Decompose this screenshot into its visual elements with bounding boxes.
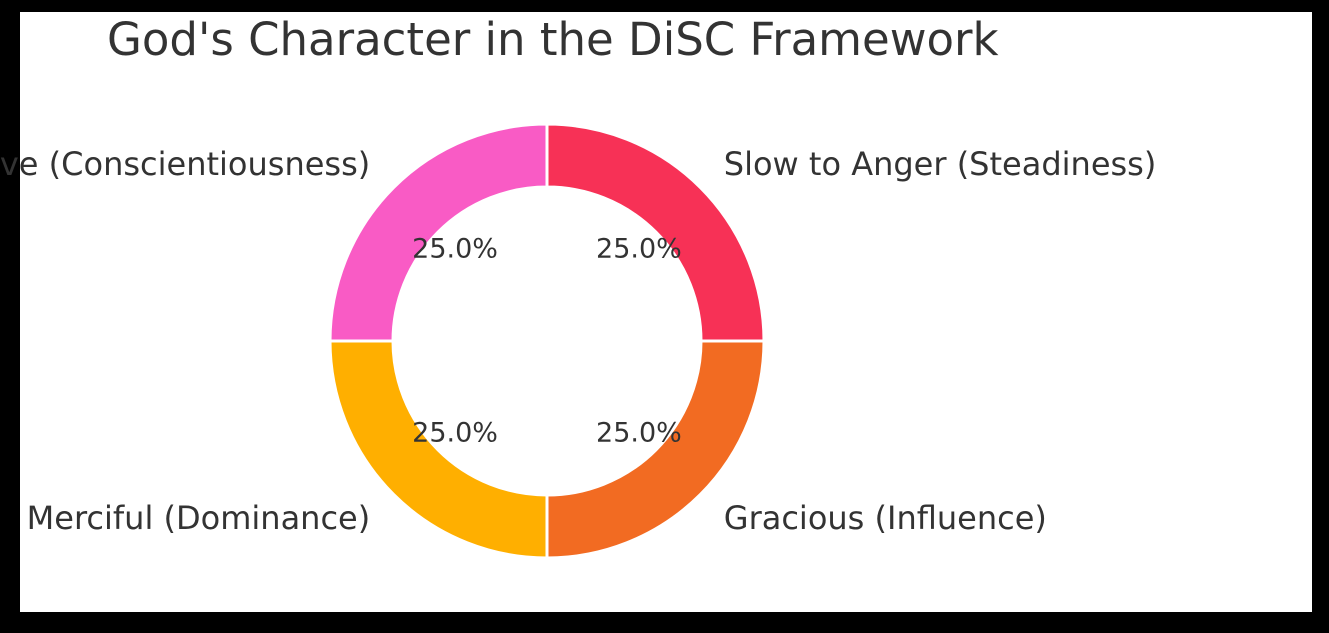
slices-group <box>328 122 766 560</box>
donut-slice <box>545 122 766 343</box>
slice-percent-label: 25.0% <box>596 417 682 448</box>
chart-title: God's Character in the DiSC Framework <box>107 13 999 66</box>
slice-percent-label: 25.0% <box>596 234 682 265</box>
slice-percent-label: 25.0% <box>412 234 498 265</box>
labels-group: 25.0% Steadfast Love (Conscientiousness) 2… <box>0 145 1156 537</box>
slice-category-label: Gracious (Influence) <box>724 499 1047 537</box>
slice-category-label: Steadfast Love (Conscientiousness) <box>0 145 370 183</box>
slice-category-label: Merciful (Dominance) <box>27 499 371 537</box>
slice-percent-label: 25.0% <box>412 417 498 448</box>
slice-category-label: Slow to Anger (Steadiness) <box>724 145 1157 183</box>
